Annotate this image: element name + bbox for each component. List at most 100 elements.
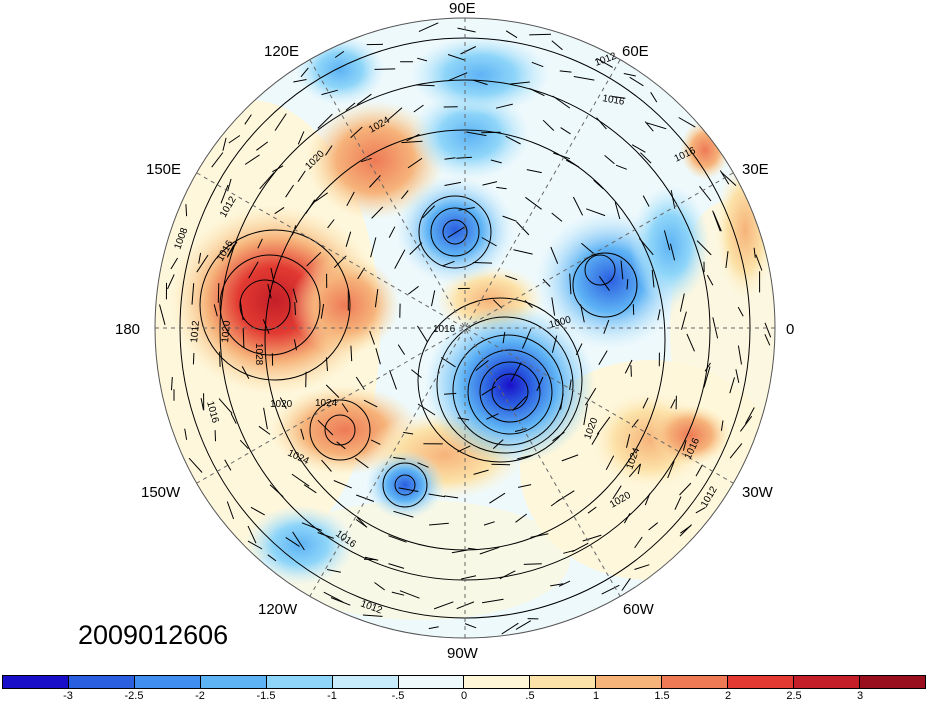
lon-label-60e: 60E [622, 43, 649, 60]
wind-barb [612, 485, 622, 500]
wind-barb [679, 482, 692, 496]
wind-barb [220, 184, 229, 204]
wind-barb [479, 546, 500, 555]
wind-barb [472, 79, 488, 86]
wind-barb [737, 306, 744, 317]
wind-barb [227, 178, 232, 192]
wind-barb [418, 22, 439, 33]
wind-barb [191, 283, 195, 305]
wind-barb [297, 170, 306, 182]
wind-barb [239, 439, 249, 450]
wind-barb [428, 626, 439, 630]
wind-barb [196, 254, 209, 273]
wind-barb [642, 397, 649, 409]
wind-barb [583, 403, 588, 426]
wind-barb [442, 260, 455, 267]
wind-barb [558, 580, 571, 587]
wind-barb [391, 591, 405, 596]
wind-barb [355, 519, 368, 528]
wind-barb [681, 311, 687, 330]
wind-barb [657, 309, 661, 321]
wind-barb [634, 564, 650, 570]
wind-barb [356, 494, 375, 502]
contour-label-1020: 1020 [270, 399, 293, 410]
contour-label-1020: 1020 [220, 320, 233, 344]
wind-barb [572, 542, 589, 553]
wind-barb [440, 357, 456, 368]
wind-barb [604, 155, 615, 165]
wind-barb [669, 243, 676, 261]
wind-barb [522, 328, 532, 349]
wind-barb [327, 569, 341, 573]
wind-barb [603, 319, 610, 334]
colorbar-swatch [464, 676, 531, 688]
wind-barb [569, 379, 572, 390]
wind-barb [325, 384, 340, 398]
wind-barb [417, 462, 429, 468]
wind-barb [159, 304, 166, 326]
wind-barb [745, 407, 755, 424]
wind-barb [764, 334, 771, 346]
wind-barb [285, 184, 295, 198]
wind-barb [542, 119, 555, 131]
wind-barb [552, 95, 571, 109]
wind-barb [230, 413, 237, 424]
wind-barb [451, 549, 468, 554]
wind-barb [259, 172, 275, 190]
colorbar-label: 2 [724, 690, 732, 702]
wind-barb [634, 536, 643, 549]
wind-barb [502, 215, 517, 222]
wind-barb [582, 534, 602, 542]
wind-barb [630, 365, 632, 377]
wind-barb [550, 583, 564, 587]
wind-barb [321, 89, 338, 96]
wind-barb [663, 230, 671, 251]
wind-barb [704, 362, 711, 372]
wind-barb [321, 459, 332, 472]
wind-barb [398, 487, 419, 492]
wind-barb [491, 463, 511, 466]
wind-barb [495, 103, 513, 109]
wind-barb [764, 322, 772, 338]
wind-barb [525, 196, 542, 210]
wind-barb [247, 525, 257, 544]
wind-barb [563, 549, 576, 554]
wind-barb [401, 140, 423, 144]
wind-barb [591, 432, 600, 445]
wind-barb [274, 113, 287, 131]
wind-barb [293, 339, 297, 351]
wind-barb [640, 152, 652, 164]
wind-barb [345, 231, 352, 247]
wind-barb [682, 440, 687, 451]
wind-barb [409, 242, 423, 255]
wind-barb [217, 283, 220, 303]
wind-barb [350, 345, 353, 362]
wind-barb [294, 302, 296, 316]
wind-barb [514, 428, 527, 432]
wind-barb [301, 522, 322, 531]
wind-barb [320, 304, 325, 319]
wind-barb [703, 366, 711, 388]
wind-barb [550, 499, 561, 507]
lon-label-120w: 120W [258, 601, 298, 618]
colorbar-swatch [3, 676, 69, 688]
wind-barb [573, 76, 595, 81]
wind-barb [670, 190, 676, 209]
wind-barb [444, 495, 459, 499]
wind-barb [755, 254, 763, 271]
wind-barb [317, 419, 334, 436]
wind-barb [374, 289, 379, 308]
wind-barb [551, 335, 558, 353]
wind-barb [517, 454, 533, 460]
lon-label-30e: 30E [742, 161, 769, 178]
wind-barb [596, 57, 613, 68]
wind-barb [481, 385, 497, 396]
wind-barb [679, 293, 685, 312]
wind-barb [228, 135, 241, 144]
colorbar-swatch [530, 676, 597, 688]
wind-barb [510, 362, 522, 382]
wind-barb [188, 457, 203, 473]
wind-barb [482, 181, 498, 186]
lon-label-120e: 120E [264, 43, 299, 60]
wind-barb [473, 469, 489, 475]
